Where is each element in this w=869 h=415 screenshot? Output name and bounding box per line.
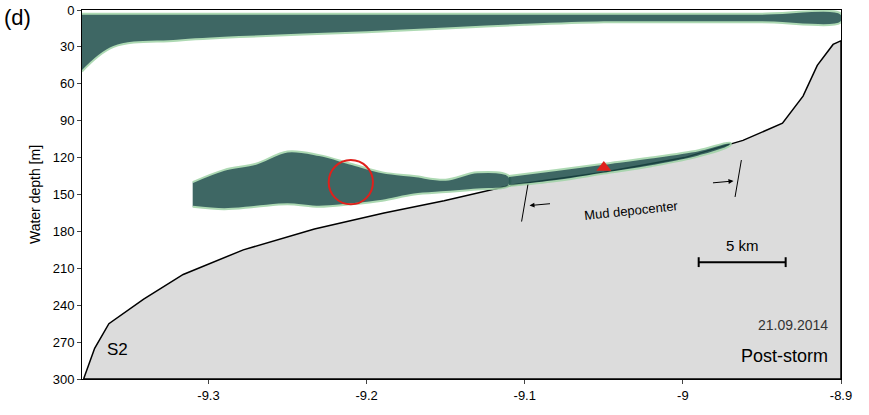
svg-text:(d): (d) bbox=[4, 5, 31, 30]
svg-text:-9.1: -9.1 bbox=[514, 388, 536, 403]
svg-text:90: 90 bbox=[60, 113, 74, 128]
svg-text:0: 0 bbox=[67, 3, 74, 18]
svg-text:S2: S2 bbox=[107, 340, 128, 359]
svg-text:30: 30 bbox=[60, 39, 74, 54]
svg-text:120: 120 bbox=[53, 150, 75, 165]
svg-text:210: 210 bbox=[53, 261, 75, 276]
svg-text:Water depth [m]: Water depth [m] bbox=[27, 145, 43, 244]
svg-text:-9.2: -9.2 bbox=[355, 388, 377, 403]
svg-text:Post-storm: Post-storm bbox=[741, 346, 828, 366]
svg-text:-8.9: -8.9 bbox=[830, 388, 852, 403]
svg-text:-9: -9 bbox=[677, 388, 689, 403]
svg-text:21.09.2014: 21.09.2014 bbox=[758, 317, 828, 333]
svg-text:300: 300 bbox=[53, 372, 75, 387]
svg-text:60: 60 bbox=[60, 76, 74, 91]
svg-text:-9.3: -9.3 bbox=[197, 388, 219, 403]
svg-text:150: 150 bbox=[53, 187, 75, 202]
svg-text:Mud depocenter: Mud depocenter bbox=[583, 198, 679, 223]
svg-text:240: 240 bbox=[53, 298, 75, 313]
svg-text:270: 270 bbox=[53, 335, 75, 350]
svg-text:180: 180 bbox=[53, 224, 75, 239]
svg-text:5 km: 5 km bbox=[726, 237, 759, 254]
